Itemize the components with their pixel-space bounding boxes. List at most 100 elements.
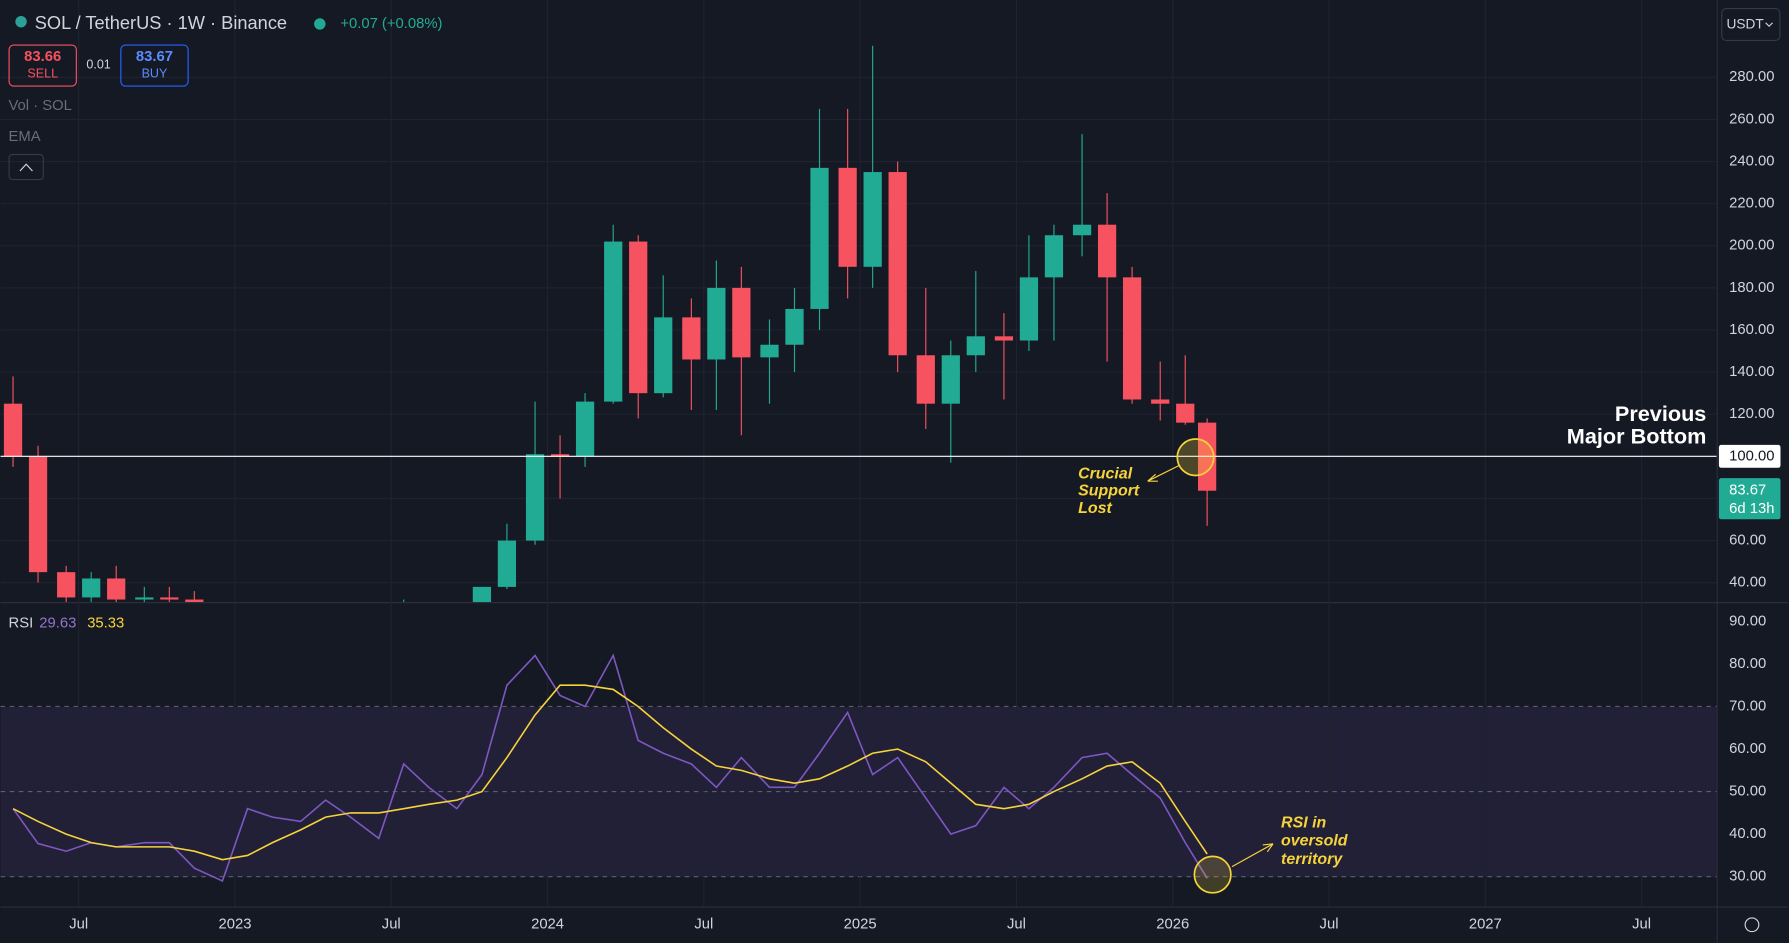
candle-body: [994, 336, 1014, 341]
candle-body: [185, 599, 204, 603]
annotation: Support: [1078, 483, 1140, 500]
dropdown-icon: [1765, 22, 1773, 28]
x-tick-label: Jul: [1007, 917, 1026, 933]
rsi-title: RSI: [9, 616, 34, 632]
annotation: Lost: [1078, 500, 1112, 517]
candle-body: [82, 578, 101, 598]
annotation: Crucial: [1078, 466, 1133, 483]
candle-body: [525, 454, 545, 541]
arrow: [1147, 464, 1180, 482]
symbol-icon: [15, 15, 27, 28]
candle-body: [760, 344, 779, 358]
y-tick-label: 200.00: [1729, 238, 1774, 254]
buy-price: 83.67: [136, 49, 173, 65]
candle-body: [28, 456, 48, 573]
candle-body: [629, 241, 648, 394]
x-tick-label: Jul: [1632, 917, 1651, 933]
market-status: [314, 18, 326, 30]
y-tick-label: 30.00: [1729, 869, 1766, 885]
candle-body: [732, 287, 751, 358]
candle-body: [682, 317, 701, 360]
candle-body: [1176, 403, 1195, 423]
reference-tag: [1718, 444, 1781, 468]
candle-body: [1044, 235, 1064, 278]
candle-body: [838, 167, 857, 267]
currency: USDT: [1727, 17, 1765, 32]
x-tick-label: Jul: [69, 917, 88, 933]
sell-label: SELL: [27, 66, 58, 80]
y-tick-label: 160.00: [1729, 322, 1774, 338]
x-tick-label: 2025: [844, 917, 877, 933]
indicator-label[interactable]: EMA: [9, 129, 41, 145]
indicator-label[interactable]: Vol · SOL: [9, 98, 72, 114]
arrow: [1231, 843, 1274, 868]
x-tick-label: 2024: [531, 917, 564, 933]
y-tick-label: 90.00: [1729, 613, 1766, 629]
candle-body: [785, 308, 804, 345]
candle-body: [1122, 277, 1142, 400]
countdown: 6d 13h: [1729, 501, 1774, 517]
candle-body: [497, 540, 517, 587]
candle-body: [550, 454, 570, 457]
highlight-circle: [1193, 855, 1232, 894]
y-tick-label: 40.00: [1729, 575, 1766, 591]
candle-body: [160, 597, 179, 600]
buy-label: BUY: [142, 66, 168, 80]
x-tick-label: 2026: [1156, 917, 1189, 933]
price-change: +0.07 (+0.08%): [340, 16, 442, 32]
rsi-value: 29.63: [39, 616, 76, 632]
candle-body: [472, 586, 492, 603]
collapse-icon: [19, 163, 33, 172]
price-tag: [1718, 478, 1781, 520]
y-tick-label: 80.00: [1729, 656, 1766, 672]
rsi-line: [12, 653, 1208, 883]
y-tick-label: 140.00: [1729, 364, 1774, 380]
candle-body: [1151, 399, 1170, 404]
candle-body: [575, 401, 595, 457]
sell-button[interactable]: [8, 44, 77, 87]
highlight-circle: [1176, 438, 1215, 477]
candle-body: [604, 241, 623, 402]
candle-body: [1097, 224, 1117, 278]
reference-label: 100.00: [1729, 448, 1774, 464]
x-tick-label: Jul: [382, 917, 401, 933]
x-tick-label: Jul: [1320, 917, 1339, 933]
rsi-ma-value: 35.33: [87, 616, 124, 632]
candle-body: [810, 167, 829, 309]
candle-body: [107, 578, 126, 600]
buy-button[interactable]: [120, 44, 189, 87]
candle-body: [1019, 277, 1039, 341]
collapse-button[interactable]: [8, 153, 44, 181]
currency-button[interactable]: [1721, 7, 1781, 42]
x-tick-label: 2023: [218, 917, 251, 933]
candle-body: [966, 336, 985, 356]
annotation: oversold: [1281, 833, 1349, 850]
settings-icon[interactable]: [1744, 917, 1760, 933]
candle-body: [654, 317, 673, 394]
candle-body: [135, 597, 154, 600]
y-tick-label: 60.00: [1729, 532, 1766, 548]
y-tick-label: 50.00: [1729, 784, 1766, 800]
candle-body: [57, 572, 76, 598]
annotation: Major Bottom: [1567, 424, 1707, 449]
candle-body: [941, 355, 960, 404]
y-tick-label: 220.00: [1729, 196, 1774, 212]
spread: 0.01: [86, 57, 110, 71]
candle-body: [863, 172, 882, 267]
y-tick-label: 240.00: [1729, 153, 1774, 169]
price-tag-label: 83.67: [1729, 483, 1766, 499]
y-tick-label: 40.00: [1729, 826, 1766, 842]
candle-body: [707, 287, 726, 360]
y-tick-label: 70.00: [1729, 698, 1766, 714]
rsi-line: [12, 684, 1208, 861]
sell-price: 83.66: [24, 49, 61, 65]
candle-body: [3, 403, 23, 457]
y-tick-label: 180.00: [1729, 280, 1774, 296]
candle-body: [1072, 224, 1092, 236]
y-tick-label: 260.00: [1729, 111, 1774, 127]
candle-body: [916, 355, 935, 404]
x-tick-label: Jul: [694, 917, 713, 933]
symbol-title[interactable]: SOL / TetherUS · 1W · Binance: [35, 12, 287, 33]
